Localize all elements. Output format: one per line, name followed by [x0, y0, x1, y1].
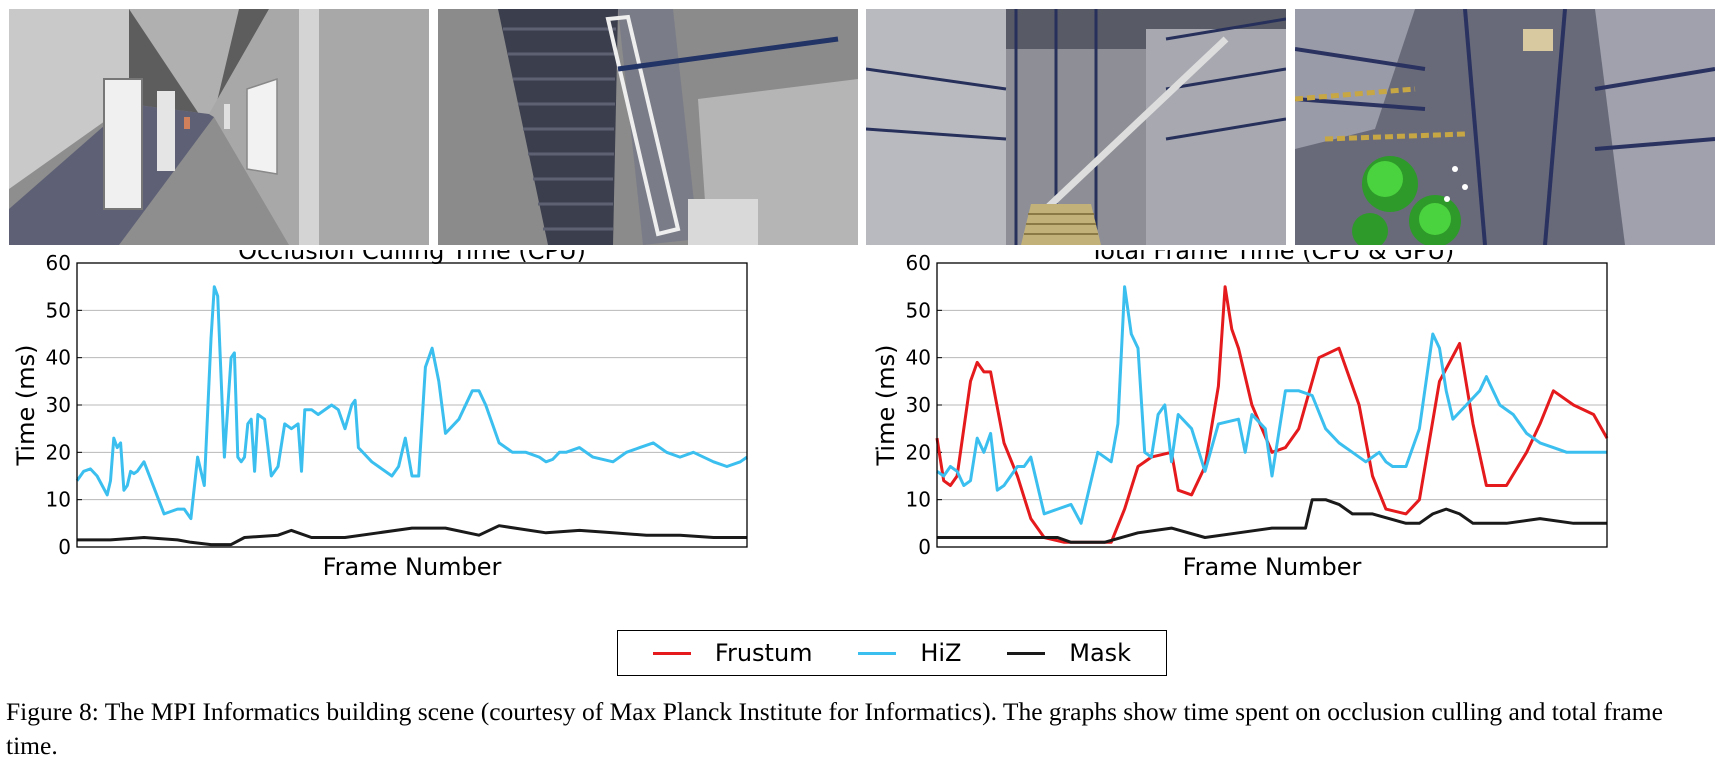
series-line-mask [937, 498, 1607, 544]
atrium-stairs-render [866, 9, 1286, 245]
y-tick-label: 0 [918, 535, 931, 559]
y-tick-label: 10 [906, 488, 931, 512]
legend-item-mask: Mask [1007, 639, 1131, 667]
legend-item-frustum: Frustum [652, 639, 813, 667]
y-tick-label: 30 [46, 393, 71, 417]
y-tick-label: 40 [46, 346, 71, 370]
scene-renders [9, 9, 1715, 245]
y-tick-label: 20 [906, 440, 931, 464]
legend-label-mask: Mask [1069, 639, 1132, 667]
y-tick-label: 10 [46, 488, 71, 512]
atrium-overview-render [1295, 9, 1715, 245]
plots-area: Occlusion Culling Time (CPU) 0 10 20 30 40 50 6… [0, 250, 1721, 690]
chart-title: Occlusion Culling Time (CPU) [238, 250, 586, 265]
y-tick-label: 60 [906, 251, 931, 275]
y-tick-label: 50 [906, 298, 931, 322]
y-tick-label: 0 [58, 535, 71, 559]
series-line-hiz [936, 285, 1607, 525]
y-axis-label: Time (ms) [12, 345, 40, 467]
corridor-render [9, 9, 429, 245]
y-tick-label: 30 [906, 393, 931, 417]
series-line-frustum [935, 285, 1609, 544]
y-tick-label: 50 [46, 298, 71, 322]
series-line-hiz [75, 285, 748, 521]
occlusion-culling-chart: Occlusion Culling Time (CPU) 0 10 20 30 40 50 6… [12, 250, 748, 581]
figure-caption: Figure 8: The MPI Informatics building s… [6, 697, 1663, 760]
legend-item-hiz: HiZ [858, 639, 961, 667]
total-frame-time-chart: Total Frame Time (CPU & GPU) 0 10 20 30 40 50 6… [872, 250, 1609, 581]
y-tick-label: 40 [906, 346, 931, 370]
chart-title: Total Frame Time (CPU & GPU) [1089, 250, 1455, 265]
plot-frame [936, 262, 1608, 548]
legend-swatch-mask [1007, 651, 1046, 655]
y-tick-label: 20 [46, 440, 71, 464]
series-line-mask [77, 524, 747, 547]
y-axis-label: Time (ms) [872, 345, 900, 467]
legend: Frustum HiZ Mask [617, 630, 1167, 676]
legend-label-hiz: HiZ [920, 639, 962, 667]
y-tick-label: 60 [46, 251, 71, 275]
legend-label-frustum: Frustum [714, 639, 813, 667]
staircase-render [438, 9, 858, 245]
x-axis-label: Frame Number [323, 553, 502, 581]
x-axis-label: Frame Number [1183, 553, 1362, 581]
legend-swatch-frustum [652, 651, 691, 655]
plot-frame [76, 262, 748, 548]
legend-swatch-hiz [858, 651, 897, 655]
